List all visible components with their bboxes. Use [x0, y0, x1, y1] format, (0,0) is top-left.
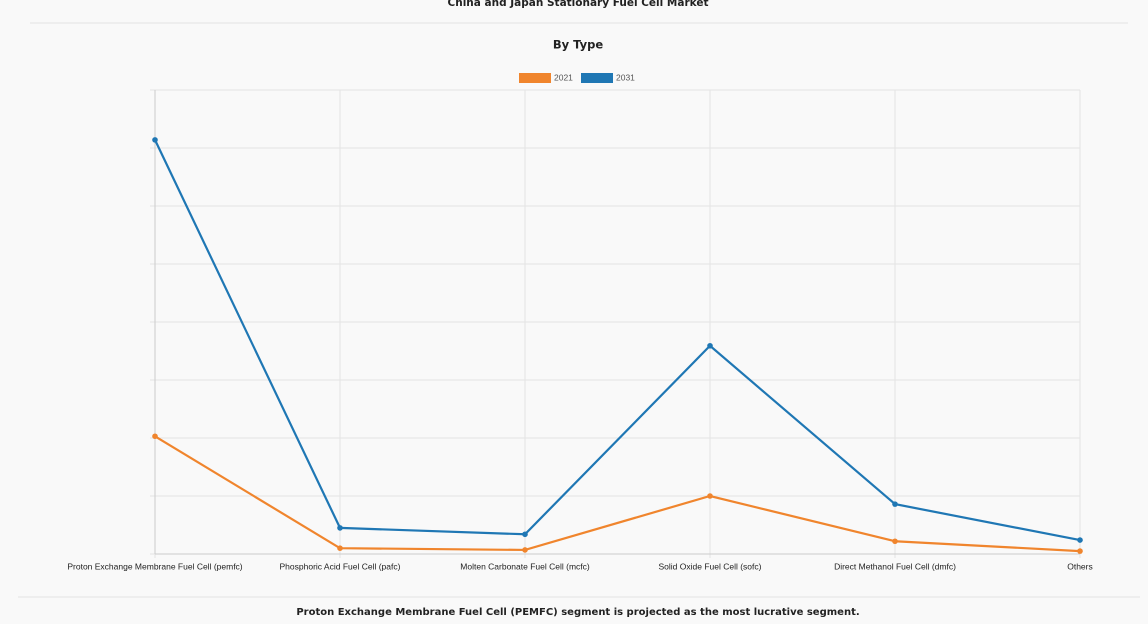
data-point [152, 433, 158, 440]
footnote: Proton Exchange Membrane Fuel Cell (PEMF… [296, 607, 859, 618]
data-point [892, 538, 898, 545]
data-point [337, 525, 343, 531]
data-point [707, 342, 713, 349]
chart-title: China and Japan Stationary Fuel Cell Mar… [448, 0, 709, 9]
chart-subtitle: By Type [553, 38, 603, 52]
data-point [522, 547, 528, 553]
legend-label: 2031 [616, 72, 635, 82]
series-line [154, 435, 1081, 553]
series-line [154, 139, 1081, 542]
data-point [1077, 537, 1083, 543]
data-point [892, 501, 898, 507]
x-tick-label: Phosphoric Acid Fuel Cell (pafc) [280, 561, 401, 571]
data-point [707, 493, 713, 499]
data-point [337, 545, 343, 551]
data-point [1077, 548, 1083, 554]
legend-label: 2021 [554, 72, 573, 82]
x-tick-label: Solid Oxide Fuel Cell (sofc) [659, 561, 762, 571]
x-tick-label: Direct Methanol Fuel Cell (dmfc) [834, 561, 956, 571]
x-tick-label: Proton Exchange Membrane Fuel Cell (pemf… [67, 561, 242, 571]
data-point [522, 531, 528, 538]
x-tick-label: Molten Carbonate Fuel Cell (mcfc) [460, 561, 590, 571]
data-point [152, 137, 158, 143]
legend-swatch [581, 73, 613, 83]
x-tick-label: Others [1067, 561, 1093, 571]
legend-swatch [519, 73, 551, 83]
